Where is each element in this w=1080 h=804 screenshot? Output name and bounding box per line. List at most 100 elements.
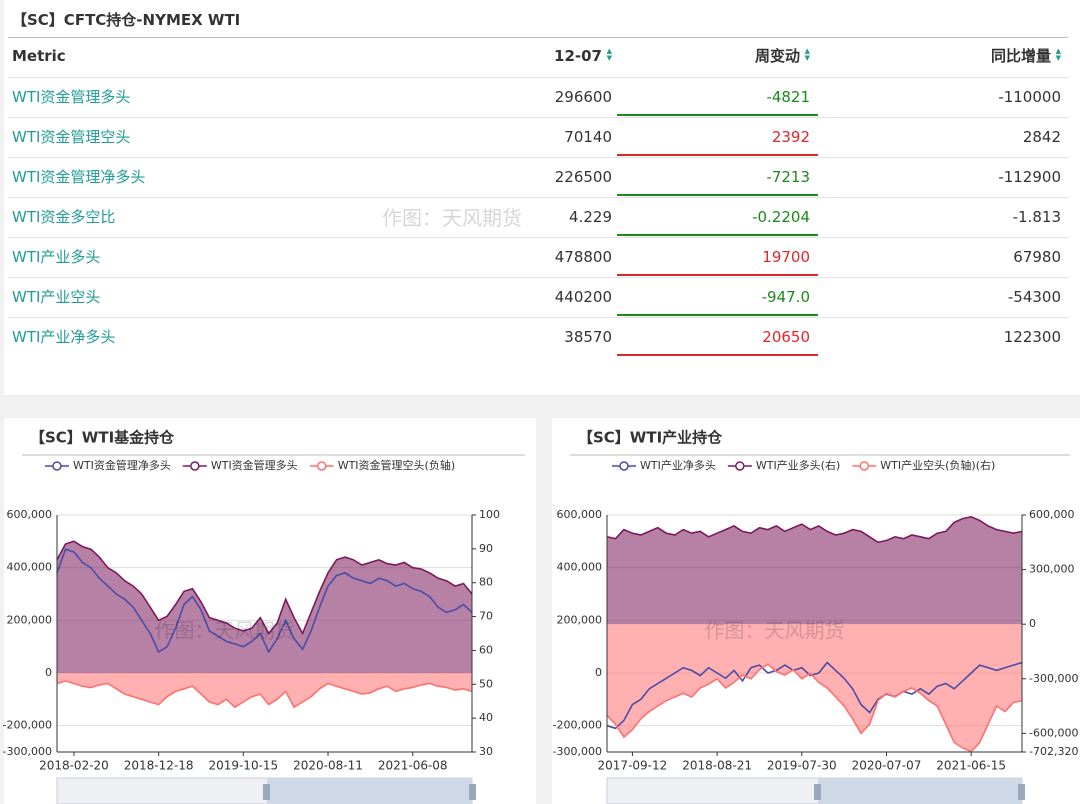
change-underline	[617, 354, 818, 356]
change-underline	[617, 234, 818, 236]
metric-name: WTI产业多头	[12, 248, 101, 266]
area-edge	[56, 680, 473, 709]
legend-label: WTI资金管理多头	[211, 458, 298, 472]
sort-icon[interactable]: ▲ ▼	[606, 47, 612, 62]
x-tick-label: 2020-08-11	[293, 759, 363, 773]
change-underline	[617, 274, 818, 276]
metric-name: WTI资金管理多头	[12, 88, 131, 106]
y2-tick-label: -300,000	[1029, 672, 1078, 685]
cell: 296600	[554, 88, 612, 106]
sort-icon[interactable]: ▲ ▼	[804, 47, 810, 62]
cell: 19700	[762, 248, 810, 266]
table-panel: 【SC】CFTC持仓-NYMEX WTI 作图：天风期货 Metric 12-07…	[4, 0, 1080, 395]
y2-tick-label: 70	[479, 610, 493, 623]
cell: 440200	[554, 288, 612, 306]
cell: 226500	[554, 168, 612, 186]
divider	[8, 77, 1068, 78]
y-tick-label: -300,000	[3, 745, 52, 758]
cell: -112900	[998, 168, 1061, 186]
zoom-handle[interactable]	[263, 784, 270, 800]
legend-label: WTI资金管理空头(负轴)	[338, 458, 455, 472]
row-divider	[8, 317, 1068, 318]
cell: -0.2204	[752, 208, 810, 226]
y-tick-label: 0	[595, 666, 602, 679]
cell: -110000	[998, 88, 1061, 106]
cell: -4821	[766, 88, 810, 106]
cell: -54300	[1007, 288, 1061, 306]
row-divider	[8, 277, 1068, 278]
legend-icon	[190, 461, 200, 471]
metric-name: WTI资金管理净多头	[12, 168, 146, 186]
cell: 478800	[554, 248, 612, 266]
y2-tick-label: 600,000	[1029, 508, 1075, 521]
y-tick-label: 200,000	[7, 613, 53, 626]
line	[606, 661, 1023, 730]
y2-tick-label: 50	[479, 677, 493, 690]
legend-icon	[52, 461, 62, 471]
y-tick-label: 200,000	[557, 613, 603, 626]
cell: -1.813	[1012, 208, 1061, 226]
column-header: 12-07	[554, 47, 602, 65]
cell: 2842	[1022, 128, 1061, 146]
zoom-range[interactable]	[267, 778, 472, 804]
area	[607, 624, 1022, 752]
zoom-handle[interactable]	[469, 784, 476, 800]
y-tick-label: 600,000	[557, 508, 603, 521]
y2-tick-label: 300,000	[1029, 563, 1075, 576]
x-tick-label: 2021-06-08	[378, 759, 448, 773]
legend-label: WTI产业空头(负轴)(右)	[880, 458, 995, 472]
change-underline	[617, 114, 818, 116]
column-header: 周变动	[754, 47, 800, 65]
row-divider	[8, 157, 1068, 158]
cell: -7213	[766, 168, 810, 186]
row-divider	[8, 237, 1068, 238]
legend-icon	[316, 461, 327, 471]
x-tick-label: 2021-06-15	[936, 759, 1006, 773]
y2-tick-label: 80	[479, 576, 493, 589]
panel-title: 【SC】CFTC持仓-NYMEX WTI	[12, 11, 241, 29]
area	[57, 541, 472, 673]
legend-label: WTI产业多头(右)	[756, 458, 840, 472]
divider	[8, 37, 1068, 38]
zoom-handle[interactable]	[1018, 784, 1025, 800]
zoom-handle[interactable]	[814, 784, 821, 800]
area	[57, 673, 472, 708]
watermark: 作图：天风期货	[382, 206, 522, 230]
area-edge	[606, 663, 1023, 753]
y2-tick-label: 60	[479, 643, 493, 656]
y2-tick-label: 90	[479, 542, 493, 555]
sort-icon[interactable]: ▲ ▼	[1055, 47, 1061, 62]
cell: 20650	[762, 328, 810, 346]
y-tick-label: -200,000	[3, 719, 52, 732]
watermark: 作图：天风期货	[155, 619, 295, 643]
change-underline	[617, 154, 818, 156]
y-tick-label: -300,000	[553, 745, 602, 758]
line	[56, 548, 473, 654]
x-tick-label: 2019-10-15	[208, 759, 278, 773]
y-tick-label: 0	[45, 666, 52, 679]
x-tick-label: 2018-12-18	[124, 759, 194, 773]
x-tick-label: 2017-09-12	[598, 759, 668, 773]
change-underline	[617, 314, 818, 316]
column-header: Metric	[12, 47, 66, 65]
x-tick-label: 2019-07-30	[767, 759, 837, 773]
cell: 38570	[564, 328, 612, 346]
chart-title: 【SC】WTI产业持仓	[578, 429, 723, 447]
y2-tick-label: 0	[1029, 617, 1036, 630]
chart-title: 【SC】WTI基金持仓	[30, 429, 175, 447]
metric-name: WTI产业净多头	[12, 328, 116, 346]
area	[607, 516, 1022, 625]
cell: -947.0	[761, 288, 810, 306]
y-tick-label: 400,000	[7, 561, 53, 574]
cell: 4.229	[569, 208, 612, 226]
cell: 70140	[564, 128, 612, 146]
legend-icon	[619, 461, 629, 471]
zoom-range[interactable]	[818, 778, 1022, 804]
metric-name: WTI产业空头	[12, 288, 101, 306]
y-tick-label: 600,000	[7, 508, 53, 521]
x-tick-label: 2018-08-21	[682, 759, 752, 773]
x-tick-label: 2018-02-20	[39, 759, 109, 773]
area-edge	[56, 540, 473, 636]
